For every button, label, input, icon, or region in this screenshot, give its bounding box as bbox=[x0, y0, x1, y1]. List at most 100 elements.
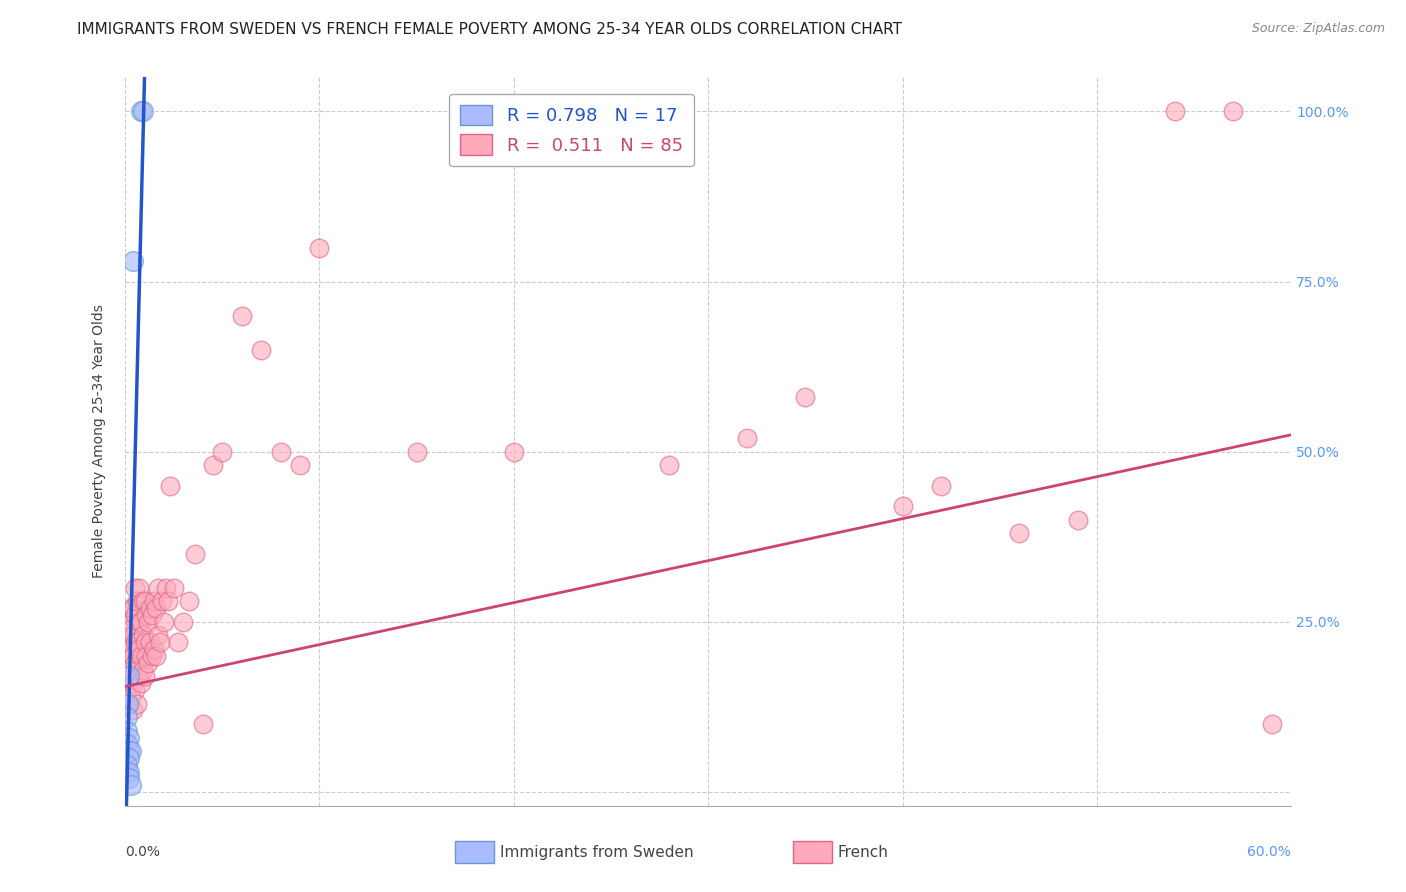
Point bbox=[179, 594, 201, 608]
Legend: R = 0.798   N = 17, R =  0.511   N = 85: R = 0.798 N = 17, R = 0.511 N = 85 bbox=[449, 94, 693, 166]
Point bbox=[139, 635, 162, 649]
Point bbox=[115, 757, 138, 772]
Point bbox=[124, 581, 146, 595]
Point bbox=[1008, 526, 1031, 541]
Point bbox=[115, 710, 138, 724]
Point bbox=[125, 635, 148, 649]
Point bbox=[124, 682, 146, 697]
Point bbox=[125, 594, 148, 608]
Point bbox=[191, 717, 214, 731]
Point bbox=[129, 648, 152, 663]
Point bbox=[308, 241, 330, 255]
Point bbox=[128, 642, 150, 657]
Point bbox=[201, 458, 224, 473]
Point bbox=[1163, 104, 1185, 119]
Point bbox=[121, 648, 143, 663]
Point bbox=[129, 615, 152, 629]
Point bbox=[118, 635, 141, 649]
Point bbox=[735, 431, 758, 445]
Point bbox=[118, 731, 141, 745]
Text: French: French bbox=[838, 846, 889, 860]
Point bbox=[172, 615, 194, 629]
Point bbox=[1222, 104, 1244, 119]
Point bbox=[166, 635, 188, 649]
Point bbox=[128, 669, 150, 683]
Point bbox=[270, 444, 292, 458]
Point bbox=[794, 390, 817, 404]
Point bbox=[150, 594, 173, 608]
Point bbox=[141, 608, 163, 623]
Point bbox=[146, 581, 169, 595]
Point bbox=[135, 608, 157, 623]
Text: IMMIGRANTS FROM SWEDEN VS FRENCH FEMALE POVERTY AMONG 25-34 YEAR OLDS CORRELATIO: IMMIGRANTS FROM SWEDEN VS FRENCH FEMALE … bbox=[77, 22, 903, 37]
Point bbox=[139, 601, 162, 615]
Point bbox=[117, 697, 139, 711]
Point bbox=[145, 601, 167, 615]
Text: Source: ZipAtlas.com: Source: ZipAtlas.com bbox=[1251, 22, 1385, 36]
Point bbox=[145, 648, 167, 663]
Text: 0.0%: 0.0% bbox=[125, 845, 160, 859]
Point bbox=[121, 703, 143, 717]
Point bbox=[129, 104, 152, 119]
Point bbox=[131, 663, 153, 677]
Point bbox=[149, 635, 172, 649]
Point bbox=[143, 594, 166, 608]
Point bbox=[115, 738, 138, 752]
Point bbox=[125, 697, 148, 711]
Point bbox=[131, 594, 153, 608]
Point bbox=[120, 622, 142, 636]
Point bbox=[156, 594, 179, 608]
Point bbox=[134, 635, 156, 649]
Point bbox=[115, 635, 138, 649]
Point bbox=[118, 751, 141, 765]
Text: 60.0%: 60.0% bbox=[1247, 845, 1291, 859]
Point bbox=[138, 656, 160, 670]
Point bbox=[121, 676, 143, 690]
Point bbox=[128, 615, 150, 629]
Point bbox=[118, 744, 141, 758]
Point bbox=[129, 676, 152, 690]
Point bbox=[118, 669, 141, 683]
Point bbox=[153, 615, 176, 629]
Point bbox=[115, 615, 138, 629]
Point bbox=[288, 458, 311, 473]
Point bbox=[120, 601, 142, 615]
Point bbox=[891, 499, 914, 513]
Point bbox=[134, 594, 156, 608]
Point bbox=[118, 764, 141, 779]
Point bbox=[118, 772, 141, 786]
Point bbox=[931, 479, 953, 493]
Point bbox=[134, 669, 156, 683]
Point bbox=[141, 648, 163, 663]
Point bbox=[163, 581, 186, 595]
Y-axis label: Female Poverty Among 25-34 Year Olds: Female Poverty Among 25-34 Year Olds bbox=[93, 304, 107, 579]
Point bbox=[115, 663, 138, 677]
Point bbox=[120, 744, 142, 758]
Point bbox=[124, 656, 146, 670]
Point bbox=[120, 663, 142, 677]
Point bbox=[118, 697, 141, 711]
Point bbox=[121, 628, 143, 642]
Point bbox=[502, 444, 524, 458]
Point bbox=[118, 608, 141, 623]
Point bbox=[405, 444, 427, 458]
Point bbox=[120, 690, 142, 704]
Text: Immigrants from Sweden: Immigrants from Sweden bbox=[501, 846, 693, 860]
Point bbox=[159, 479, 181, 493]
Point bbox=[184, 547, 207, 561]
Point bbox=[120, 778, 142, 792]
Point bbox=[131, 628, 153, 642]
Point bbox=[115, 764, 138, 779]
Point bbox=[250, 343, 273, 357]
Point bbox=[146, 628, 169, 642]
Point bbox=[128, 581, 150, 595]
Point bbox=[124, 635, 146, 649]
Point bbox=[124, 608, 146, 623]
Point bbox=[155, 581, 177, 595]
Point bbox=[1066, 513, 1088, 527]
Point bbox=[231, 309, 253, 323]
Point bbox=[1261, 717, 1284, 731]
Point bbox=[118, 656, 141, 670]
Point bbox=[135, 648, 157, 663]
Point bbox=[121, 254, 143, 268]
